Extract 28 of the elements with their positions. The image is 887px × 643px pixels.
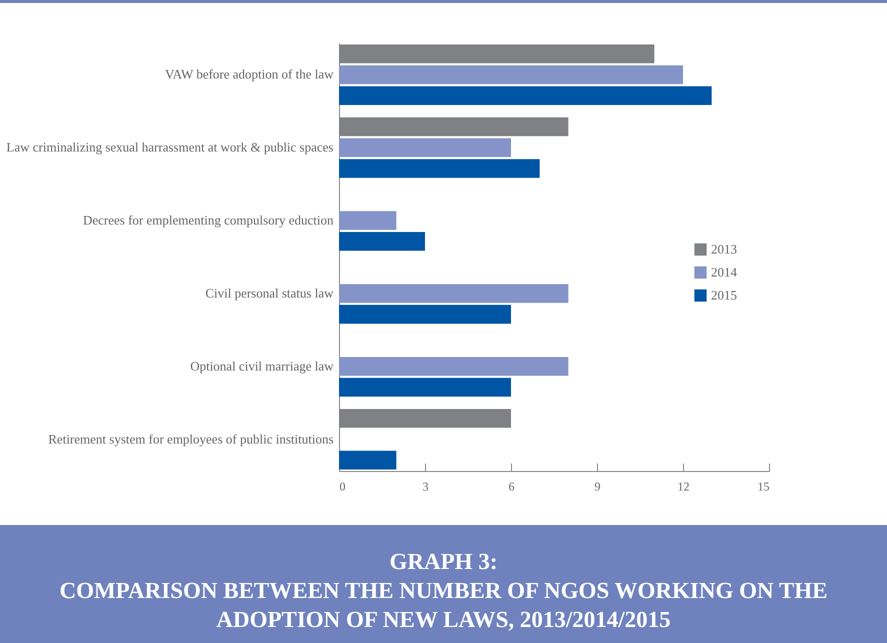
bar xyxy=(339,356,568,376)
x-tick-label: 12 xyxy=(678,480,690,494)
bar xyxy=(339,378,511,397)
x-tick-label: 3 xyxy=(422,480,428,494)
bar xyxy=(339,159,540,178)
x-tick-label: 15 xyxy=(758,480,770,494)
bar xyxy=(339,211,396,230)
x-tick-label: 6 xyxy=(508,480,514,494)
bar xyxy=(339,65,683,84)
legend-label: 2015 xyxy=(711,288,737,302)
y-tick-label: Retirement system for employees of public institutions xyxy=(48,431,334,446)
x-tick-label: 9 xyxy=(594,480,600,494)
y-tick-label: Civil personal status law xyxy=(205,285,334,300)
y-tick-label: Law criminalizing sexual harrassment at work & public spaces xyxy=(6,140,334,155)
text: GRAPH 3: xyxy=(388,548,498,576)
text: COMPARISON BETWEEN THE NUMBER OF NGOS WORKING ON THE ADOPTION OF NEW LAWS, 2013/2014/2015 xyxy=(58,577,829,634)
legend-label: 2013 xyxy=(711,242,737,256)
bar xyxy=(339,450,396,470)
bar xyxy=(339,284,568,303)
y-tick-label: Decrees for emplementing compulsory eduction xyxy=(82,212,334,228)
bar xyxy=(339,86,712,105)
y-tick-label: VAW before adoption of the law xyxy=(164,66,334,82)
bar xyxy=(339,232,425,251)
x-tick-label: 0 xyxy=(340,480,346,494)
bar xyxy=(339,138,511,158)
legend-label: 2014 xyxy=(711,264,738,280)
y-tick-label: Optional civil marriage law xyxy=(190,358,334,374)
bar xyxy=(339,304,511,324)
